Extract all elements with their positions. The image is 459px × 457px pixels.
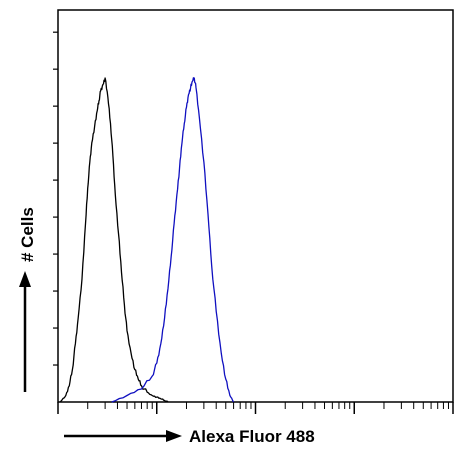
series-line-1 xyxy=(59,77,169,403)
series-line-2 xyxy=(111,77,235,403)
y-axis-label: # Cells xyxy=(18,207,37,262)
series-lines xyxy=(59,77,235,403)
axes xyxy=(57,9,454,403)
y-axis-label-group: # Cells xyxy=(18,207,37,392)
axis-ticks xyxy=(53,31,454,414)
x-axis-label-group: Alexa Fluor 488 xyxy=(64,427,315,446)
x-axis-label: Alexa Fluor 488 xyxy=(189,427,315,446)
plot-frame xyxy=(57,9,454,403)
y-axis-arrowhead xyxy=(19,271,31,287)
x-axis-arrowhead xyxy=(166,430,182,442)
